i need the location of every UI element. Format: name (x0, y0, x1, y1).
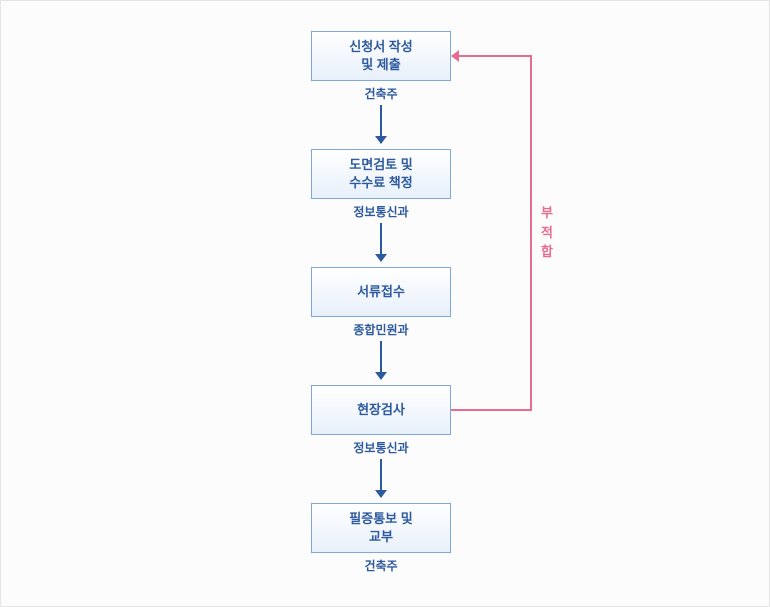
node-title-line2: 교부 (369, 529, 393, 544)
flow-arrow-n2-n3 (380, 223, 382, 261)
flow-node-n5: 필증통보 및교부 (311, 503, 451, 553)
arrowhead-down-icon (375, 254, 387, 262)
feedback-label-char: 합 (541, 242, 553, 262)
flow-node-n3: 서류접수 (311, 267, 451, 317)
node-title: 도면검토 및 (349, 157, 412, 172)
flow-node-sublabel-n1: 건축주 (311, 85, 451, 102)
feedback-label-char: 적 (541, 223, 553, 243)
feedback-seg-out (451, 409, 531, 411)
flow-node-sublabel-n3: 종합민원과 (311, 321, 451, 338)
feedback-seg-in (457, 55, 531, 57)
node-title: 현장검사 (357, 402, 405, 417)
flow-node-n4: 현장검사 (311, 385, 451, 435)
node-title-line2: 수수료 책정 (349, 175, 412, 190)
node-title: 서류접수 (357, 284, 405, 299)
arrowhead-down-icon (375, 372, 387, 380)
flow-node-sublabel-n2: 정보통신과 (311, 203, 451, 220)
node-title: 필증통보 및 (349, 511, 412, 526)
flow-arrow-n1-n2 (380, 105, 382, 143)
arrowhead-left-icon (451, 50, 459, 62)
flowchart-canvas: 신청서 작성및 제출건축주도면검토 및수수료 책정정보통신과서류접수종합민원과현… (0, 0, 770, 607)
feedback-label: 부적합 (541, 203, 553, 262)
flow-node-n1: 신청서 작성및 제출 (311, 31, 451, 81)
arrowhead-down-icon (375, 136, 387, 144)
node-title-line2: 및 제출 (361, 57, 401, 72)
feedback-label-char: 부 (541, 203, 553, 223)
arrowhead-down-icon (375, 490, 387, 498)
feedback-seg-vertical (530, 55, 532, 411)
flow-arrow-n3-n4 (380, 341, 382, 379)
flow-arrow-n4-n5 (380, 459, 382, 497)
flow-node-n2: 도면검토 및수수료 책정 (311, 149, 451, 199)
flow-node-sublabel-n4: 정보통신과 (311, 439, 451, 456)
node-title: 신청서 작성 (349, 39, 412, 54)
flow-node-sublabel-n5: 건축주 (311, 557, 451, 574)
